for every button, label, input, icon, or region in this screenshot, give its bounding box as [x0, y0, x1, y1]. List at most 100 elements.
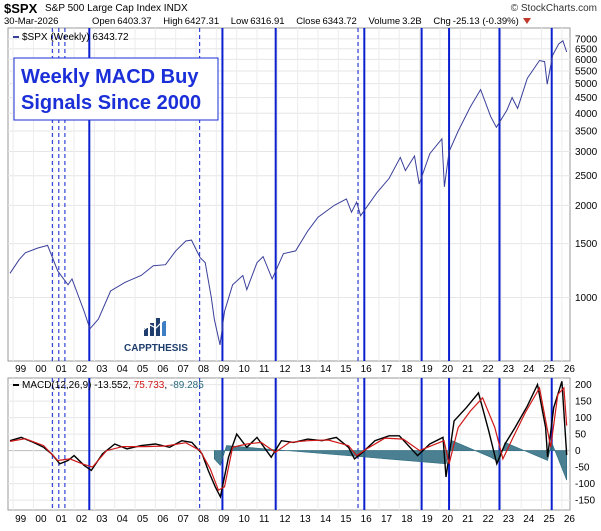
macd-tick-label: -100 [575, 479, 595, 490]
price-tick-label: 2500 [575, 171, 598, 182]
year-label: 26 [564, 514, 576, 525]
price-legend: $SPX (Weekly) 6343.72 [13, 32, 129, 43]
low-value: 6316.91 [250, 16, 285, 27]
price-tick-label: 5000 [575, 79, 598, 90]
macd-tick-label: 0 [575, 446, 581, 457]
year-label: 01 [56, 514, 68, 525]
year-label: 08 [198, 514, 210, 525]
year-label: 15 [340, 364, 352, 375]
year-label: 14 [320, 514, 332, 525]
year-label: 20 [442, 514, 454, 525]
macd-grid [8, 378, 570, 510]
year-label: 00 [35, 514, 47, 525]
year-label: 01 [56, 364, 68, 375]
logo-bar-3 [156, 318, 160, 336]
year-label: 02 [76, 364, 88, 375]
year-label: 17 [381, 514, 393, 525]
logo-bar-1 [144, 328, 148, 336]
year-label: 24 [523, 364, 535, 375]
low-label: Low [230, 16, 249, 27]
chart-header: $SPX S&P 500 Large Cap Index INDX © Stoc… [0, 0, 601, 28]
year-label: 07 [178, 364, 190, 375]
quote-date: 30-Mar-2026 [4, 16, 59, 27]
year-label: 17 [381, 364, 393, 375]
year-label: 11 [259, 364, 270, 375]
price-tick-label: 1500 [575, 239, 598, 250]
macd-line [9, 381, 568, 499]
year-label: 00 [35, 364, 47, 375]
year-label: 03 [96, 514, 108, 525]
price-tick-label: 5500 [575, 66, 598, 77]
logo-trend-arrow [141, 316, 168, 332]
title-line-2: Signals Since 2000 [21, 92, 201, 114]
year-label: 14 [320, 364, 332, 375]
signal-legend-value: 75.733 [134, 380, 165, 391]
capp-thesis-logo: CAPPTHESIS [124, 316, 188, 354]
year-label: 26 [564, 364, 576, 375]
macd-legend-label: MACD(12,26,9) [22, 380, 91, 391]
close-label: Close [296, 16, 321, 27]
year-label: 18 [401, 364, 413, 375]
price-tick-label: 4500 [575, 93, 598, 104]
year-label: 21 [462, 514, 474, 525]
year-axis-lower: 99 00 01 02 03 04 05 06 07 08 09 10 11 12 13 14 15 16 17 18… [15, 514, 575, 525]
ticker-symbol[interactable]: $SPX [4, 1, 38, 16]
macd-legend-text: MACD(12,26,9) -13.552, 75.733, -89.285 [22, 380, 204, 391]
open-value: 6403.37 [117, 16, 152, 27]
price-tick-label: 3500 [575, 127, 598, 138]
year-label: 99 [15, 514, 27, 525]
year-label: 09 [218, 514, 230, 525]
year-label: 23 [503, 364, 515, 375]
macd-tick-label: 50 [575, 430, 587, 441]
price-tick-label: 7000 [575, 34, 598, 45]
year-label: 11 [259, 514, 270, 525]
close-value: 6343.72 [322, 16, 357, 27]
title-line-1: Weekly MACD Buy [21, 66, 199, 88]
price-tick-label: 6500 [575, 44, 598, 55]
year-label: 09 [218, 364, 230, 375]
year-label: 25 [544, 514, 556, 525]
year-label: 24 [523, 514, 535, 525]
year-label: 03 [96, 364, 108, 375]
logo-text: CAPPTHESIS [124, 343, 188, 354]
macd-buy-signals [51, 378, 553, 510]
year-label: 07 [178, 514, 190, 525]
macd-tick-label: -150 [575, 496, 595, 507]
stockcharts-credit[interactable]: © StockCharts.com [510, 3, 597, 14]
title-box: Weekly MACD Buy Signals Since 2000 [13, 57, 219, 121]
macd-panel: -150 -100 -50 0 50 100 150 200 MACD(12,26,9) -1… [7, 377, 595, 511]
price-tick-label: 2000 [575, 201, 598, 212]
year-label: 99 [15, 364, 27, 375]
year-label: 12 [279, 514, 291, 525]
price-y-axis: 1000 1500 2000 2500 3000 3500 4000 4500 5000 5500… [575, 34, 598, 304]
year-label: 13 [300, 514, 312, 525]
price-tick-label: 4000 [575, 109, 598, 120]
year-label: 19 [422, 514, 434, 525]
volume-value: 3.2B [402, 16, 422, 27]
year-label: 06 [157, 364, 169, 375]
year-label: 16 [361, 514, 373, 525]
year-label: 15 [340, 514, 352, 525]
price-tick-label: 1000 [575, 293, 598, 304]
price-tick-label: 3000 [575, 147, 598, 158]
macd-tick-label: -50 [575, 463, 590, 474]
year-label: 22 [483, 364, 495, 375]
year-label: 08 [198, 364, 210, 375]
year-label: 18 [401, 514, 413, 525]
logo-bar-4 [162, 321, 166, 336]
year-label: 10 [239, 364, 251, 375]
year-label: 16 [361, 364, 373, 375]
open-label: Open [92, 16, 116, 27]
macd-tick-label: 200 [575, 380, 592, 391]
year-label: 21 [462, 364, 474, 375]
macd-panel-frame [7, 377, 571, 511]
security-name: S&P 500 Large Cap Index INDX [45, 3, 188, 14]
logo-bar-2 [150, 323, 154, 336]
year-label: 13 [300, 364, 312, 375]
high-value: 6427.31 [184, 16, 220, 27]
signal-line [9, 386, 568, 492]
hist-legend-value: -89.285 [170, 380, 204, 391]
volume-label: Volume [368, 16, 401, 27]
year-label: 25 [544, 364, 556, 375]
